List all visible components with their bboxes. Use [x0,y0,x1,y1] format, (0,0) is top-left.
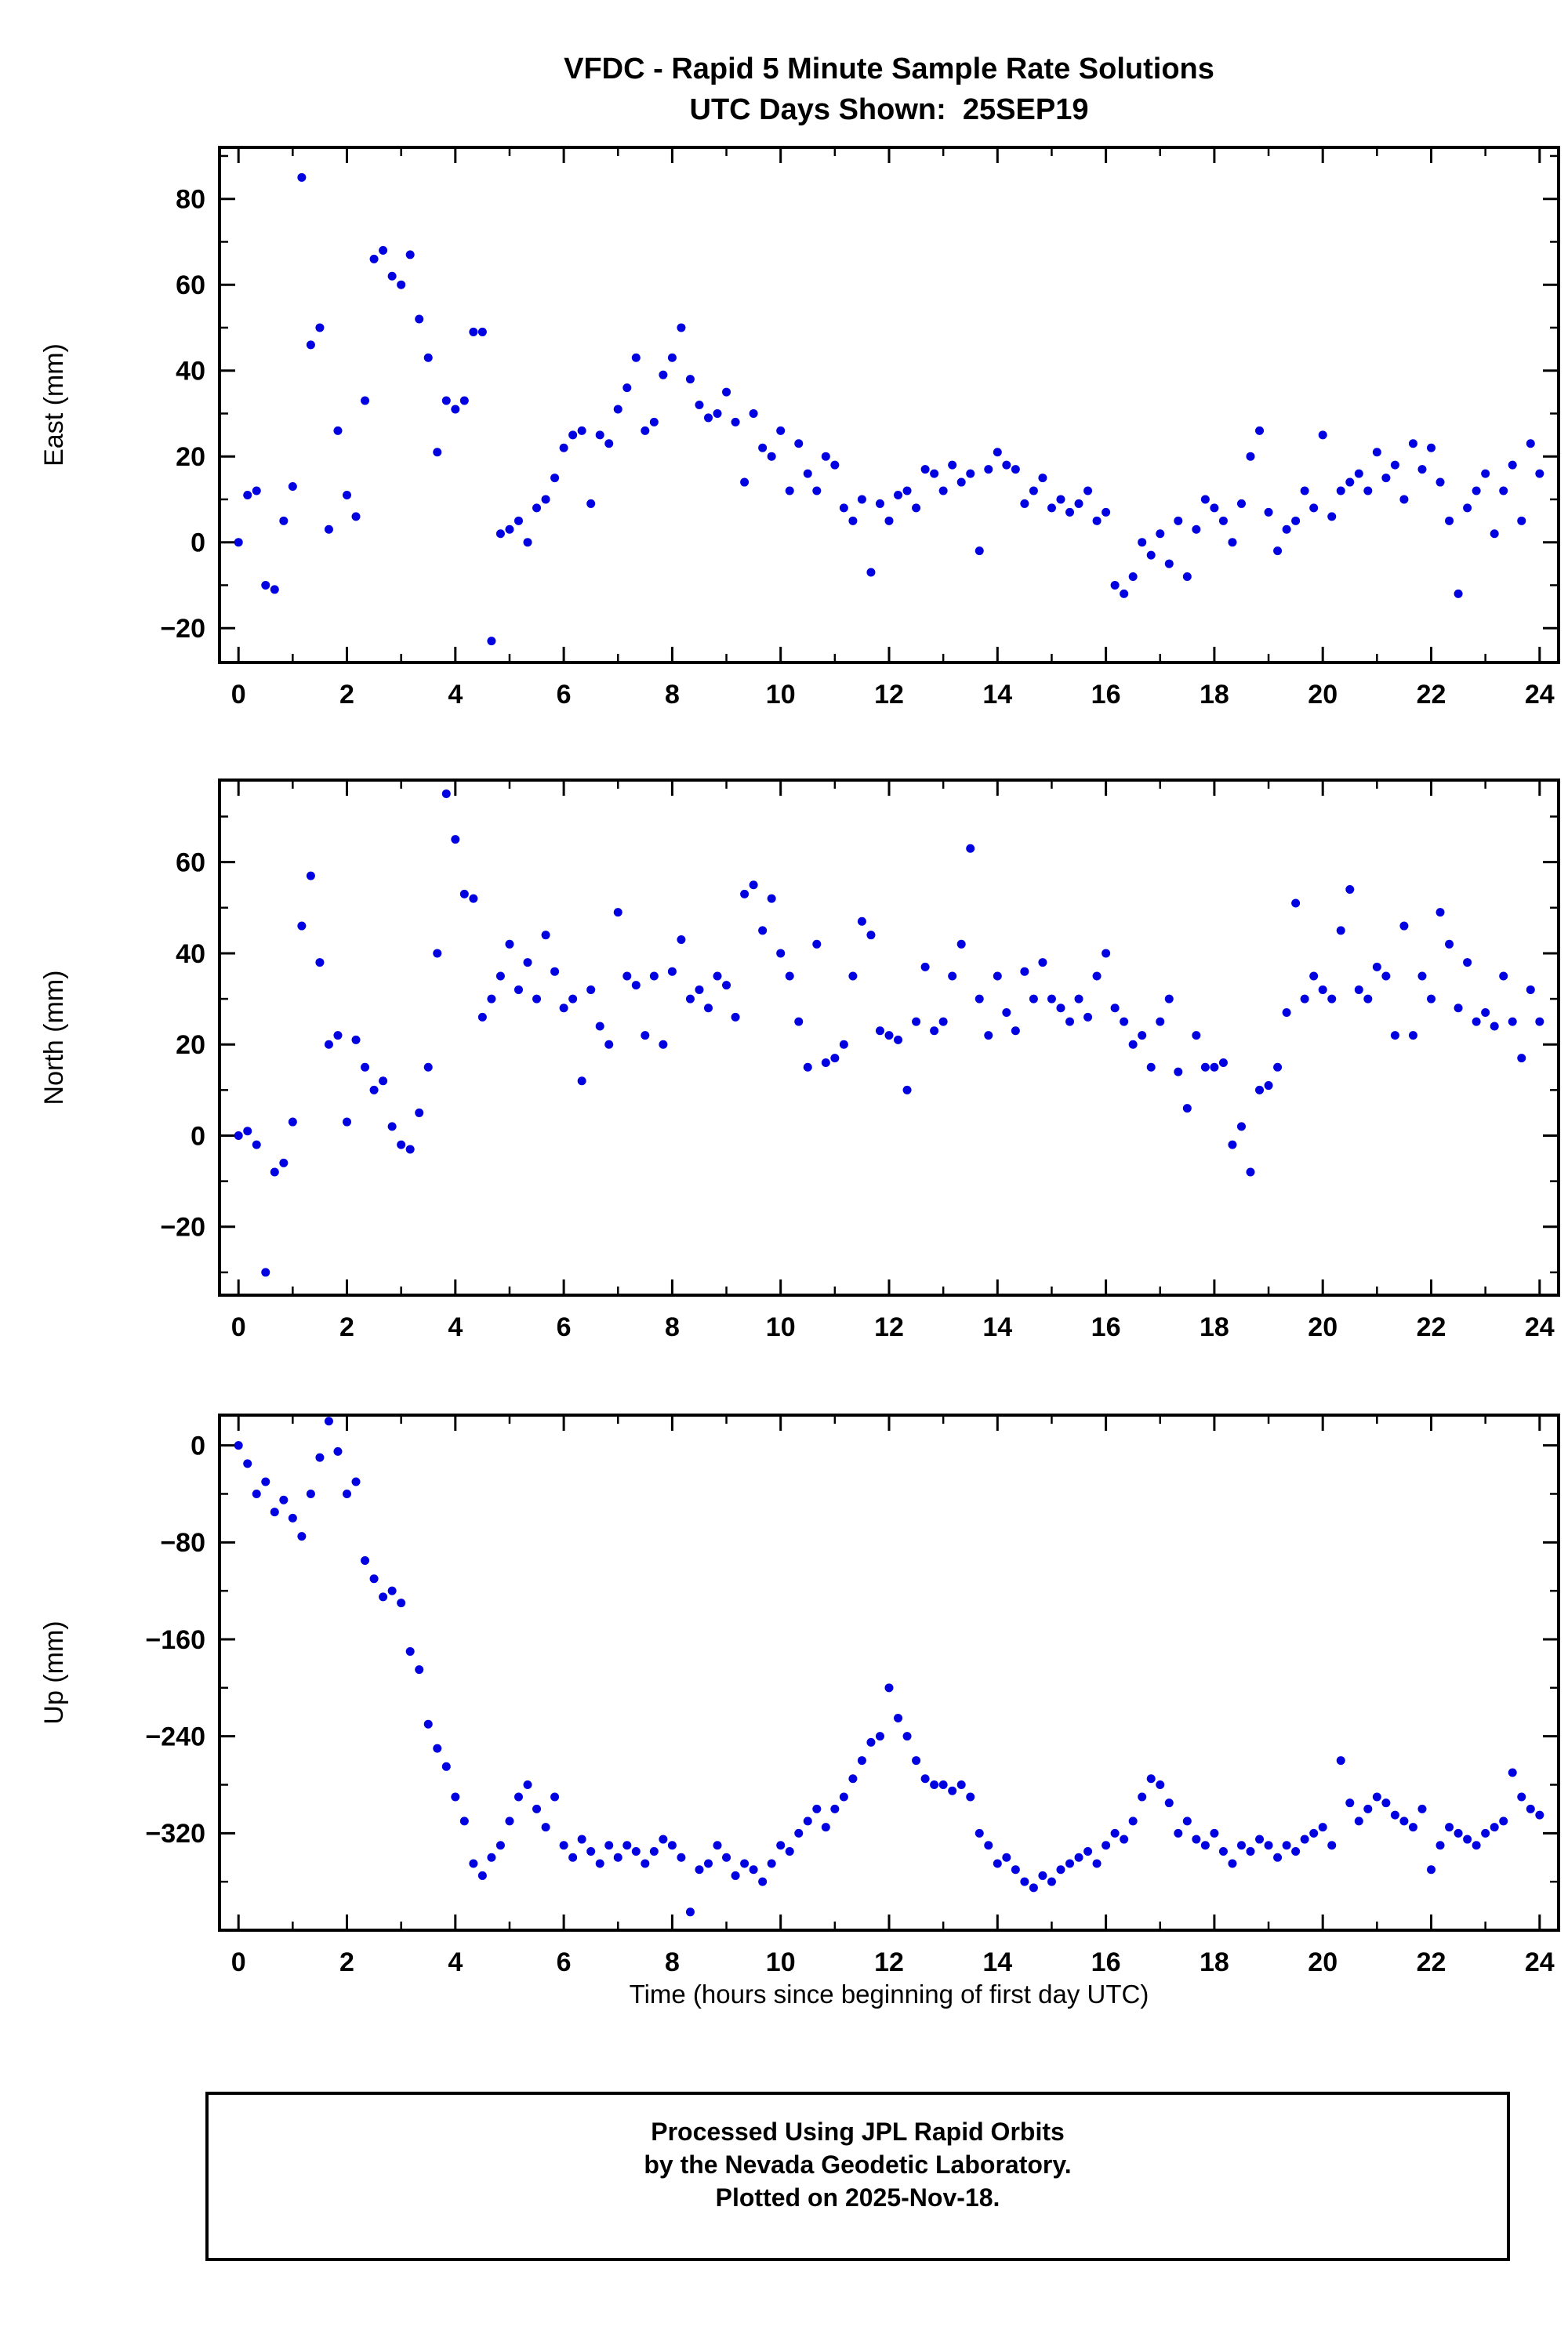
svg-text:North (mm): North (mm) [39,971,69,1105]
svg-text:12: 12 [874,680,904,710]
footer-line3: Plotted on 2025-Nov-18. [715,2183,1000,2212]
svg-text:−320: −320 [145,1819,205,1849]
svg-text:40: 40 [176,939,205,969]
svg-text:4: 4 [448,1312,463,1342]
svg-text:14: 14 [982,680,1012,710]
svg-text:16: 16 [1091,1312,1121,1342]
svg-text:24: 24 [1525,1947,1555,1977]
svg-text:8: 8 [665,1947,680,1977]
svg-text:60: 60 [176,848,205,878]
svg-text:−20: −20 [160,614,205,644]
svg-text:0: 0 [191,1432,205,1461]
svg-text:24: 24 [1525,680,1555,710]
svg-text:6: 6 [557,680,572,710]
svg-text:2: 2 [339,680,354,710]
svg-text:20: 20 [176,1030,205,1060]
x-axis-label: Time (hours since beginning of first day… [629,1980,1149,2009]
svg-text:10: 10 [766,1947,796,1977]
svg-text:40: 40 [176,357,205,387]
svg-text:10: 10 [766,680,796,710]
footer-box: Processed Using JPL Rapid Orbits by the … [205,2092,1510,2261]
svg-text:22: 22 [1417,1312,1446,1342]
svg-text:10: 10 [766,1312,796,1342]
svg-text:24: 24 [1525,1312,1555,1342]
svg-text:22: 22 [1417,1947,1446,1977]
footer-line2: by the Nevada Geodetic Laboratory. [644,2150,1072,2179]
svg-text:−160: −160 [145,1625,205,1655]
svg-text:East (mm): East (mm) [39,343,69,466]
svg-text:22: 22 [1417,680,1446,710]
footer-line1: Processed Using JPL Rapid Orbits [651,2118,1065,2146]
svg-text:14: 14 [982,1312,1012,1342]
svg-text:8: 8 [665,680,680,710]
svg-text:Up (mm): Up (mm) [39,1621,69,1724]
svg-text:18: 18 [1200,680,1229,710]
svg-text:18: 18 [1200,1312,1229,1342]
svg-text:20: 20 [1308,680,1338,710]
svg-text:16: 16 [1091,680,1121,710]
svg-text:14: 14 [982,1947,1012,1977]
up-data-points [234,1417,1544,1917]
svg-text:80: 80 [176,185,205,215]
svg-text:−80: −80 [160,1528,205,1558]
chart-title-line1: VFDC - Rapid 5 Minute Sample Rate Soluti… [564,53,1214,85]
svg-text:0: 0 [191,1121,205,1151]
svg-text:4: 4 [448,680,463,710]
svg-text:8: 8 [665,1312,680,1342]
svg-text:6: 6 [557,1312,572,1342]
svg-text:−240: −240 [145,1722,205,1752]
svg-text:0: 0 [231,680,246,710]
svg-text:0: 0 [231,1947,246,1977]
svg-text:2: 2 [339,1312,354,1342]
svg-text:16: 16 [1091,1947,1121,1977]
svg-text:0: 0 [191,528,205,558]
svg-text:4: 4 [448,1947,463,1977]
chart-title-block: VFDC - Rapid 5 Minute Sample Rate Soluti… [220,49,1559,130]
svg-text:20: 20 [1308,1947,1338,1977]
svg-text:20: 20 [176,442,205,472]
east-data-points [234,172,1544,646]
svg-text:60: 60 [176,270,205,300]
svg-text:2: 2 [339,1947,354,1977]
svg-text:18: 18 [1200,1947,1229,1977]
svg-text:12: 12 [874,1312,904,1342]
chart-title-line2: UTC Days Shown: 25SEP19 [689,93,1089,126]
svg-text:20: 20 [1308,1312,1338,1342]
north-data-points [234,789,1544,1277]
svg-text:12: 12 [874,1947,904,1977]
svg-text:−20: −20 [160,1213,205,1243]
svg-text:0: 0 [231,1312,246,1342]
up-scatter-panel: 0 2 4 6 8 10 12 14 16 18 20 22 24−320−240−160−800Up … [39,1414,1560,1977]
svg-text:6: 6 [557,1947,572,1977]
